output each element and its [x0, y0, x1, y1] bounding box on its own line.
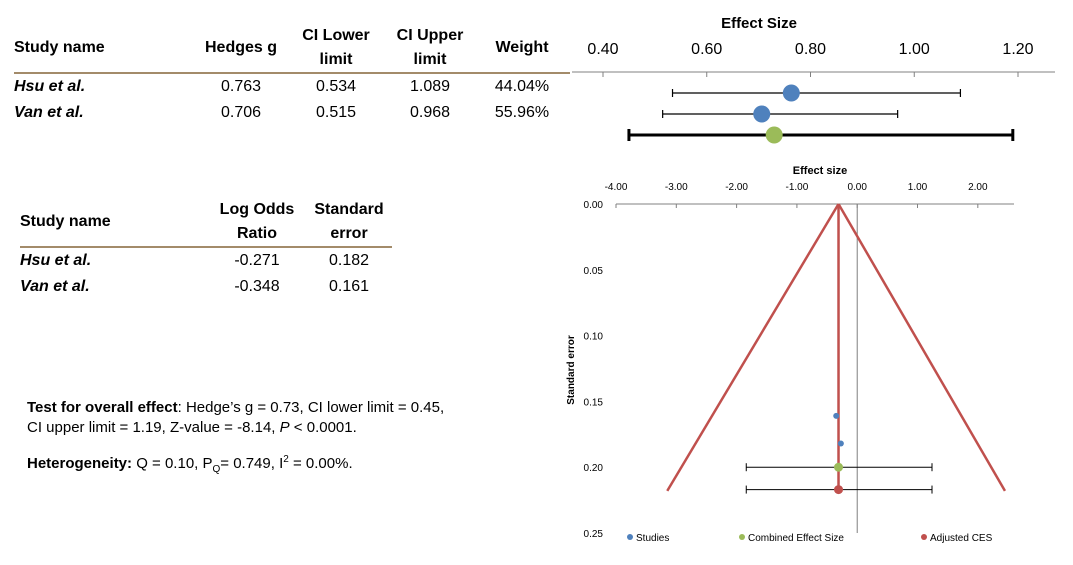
legend-marker: [739, 534, 745, 540]
funnel-y-tick-label: 0.00: [584, 200, 604, 211]
forest-tick-label: 0.40: [587, 41, 618, 58]
funnel-x-tick-label: 1.00: [908, 182, 928, 193]
hedges-value: 0.763: [220, 78, 262, 95]
combined-effect-point: [834, 462, 844, 472]
col-weight: Weight: [495, 39, 549, 56]
ci-lower-value: 0.534: [315, 78, 357, 95]
hedges-table: Study name Hedges g CI Lower limit CI Up…: [14, 24, 570, 126]
legend-marker: [627, 534, 633, 540]
col-ci-lower: CI Lower limit: [302, 27, 370, 68]
funnel-y-axis-label: Standard error: [566, 335, 577, 405]
col-log-odds: Log Odds Ratio: [219, 201, 295, 242]
hedges-value: 0.706: [220, 104, 262, 121]
table-row: Van et al. 0.706 0.515 0.968 55.96%: [14, 100, 570, 126]
col-ci-upper: CI Upper limit: [396, 27, 464, 68]
forest-point: [782, 84, 800, 102]
funnel-x-tick-label: 0.00: [847, 182, 867, 193]
forest-point: [765, 126, 783, 144]
heterogeneity-text: Heterogeneity: Q = 0.10, PQ= 0.749, I2 =…: [27, 454, 353, 475]
funnel-right-line: [837, 203, 1007, 492]
funnel-x-tick-label: -3.00: [665, 182, 688, 193]
log-odds-value: -0.271: [234, 252, 280, 269]
funnel-y-tick-label: 0.05: [584, 266, 604, 277]
standard-error-value: 0.161: [328, 278, 370, 295]
study-name: Van et al.: [14, 104, 84, 121]
study-point: [833, 412, 840, 419]
legend-marker: [921, 534, 927, 540]
table-row: Hsu et al. 0.763 0.534 1.089 44.04%: [14, 73, 570, 100]
forest-tick-label: 0.80: [795, 41, 826, 58]
study-point: [837, 440, 844, 447]
col-study: Study name: [20, 213, 111, 230]
legend-label: Adjusted CES: [930, 533, 993, 544]
legend-label: Studies: [636, 533, 669, 544]
funnel-x-tick-label: 2.00: [968, 182, 988, 193]
forest-tick-label: 0.60: [691, 41, 722, 58]
funnel-y-tick-label: 0.25: [584, 529, 604, 540]
ci-upper-value: 1.089: [409, 78, 451, 95]
table-header-row: Study name Hedges g CI Lower limit CI Up…: [14, 24, 570, 73]
funnel-left-line: [666, 203, 840, 492]
col-standard-error: Standard error: [314, 201, 384, 242]
study-name: Hsu et al.: [20, 252, 92, 269]
forest-point: [753, 105, 771, 123]
log-odds-value: -0.348: [234, 278, 280, 295]
forest-tick-label: 1.00: [899, 41, 930, 58]
funnel-y-tick-label: 0.15: [584, 397, 604, 408]
ci-lower-value: 0.515: [315, 104, 357, 121]
standard-error-value: 0.182: [328, 252, 370, 269]
study-name: Hsu et al.: [14, 78, 86, 95]
forest-title: Effect Size: [721, 15, 797, 32]
table-header-row: Study name Log Odds Ratio Standard error: [20, 198, 392, 247]
table-row: Van et al. -0.348 0.161: [20, 274, 392, 300]
col-hedges: Hedges g: [204, 39, 277, 56]
table-row: Hsu et al. -0.271 0.182: [20, 247, 392, 274]
weight-value: 44.04%: [494, 78, 550, 95]
funnel-x-tick-label: -1.00: [786, 182, 809, 193]
legend-label: Combined Effect Size: [748, 533, 844, 544]
funnel-x-tick-label: -4.00: [605, 182, 628, 193]
statistics-notes: Test for overall effect: Hedge’s g = 0.7…: [27, 398, 547, 492]
log-odds-table: Study name Log Odds Ratio Standard error…: [20, 198, 392, 300]
funnel-y-tick-label: 0.10: [584, 332, 604, 343]
weight-value: 55.96%: [494, 104, 550, 121]
heterogeneity-label: Heterogeneity:: [27, 455, 133, 472]
adjusted-ces-point: [834, 485, 844, 495]
funnel-x-tick-label: -2.00: [725, 182, 748, 193]
col-study: Study name: [14, 39, 105, 56]
overall-effect-label: Test for overall effect: [27, 399, 178, 416]
forest-plot: Effect Size 0.40 0.60 0.80 1.00 1.20: [572, 15, 1055, 144]
funnel-y-tick-label: 0.20: [584, 463, 604, 474]
funnel-title: Effect size: [793, 165, 847, 177]
forest-tick-label: 1.20: [1002, 41, 1033, 58]
funnel-plot: Effect size Standard error -4.00 -3.00 -2.…: [566, 165, 1014, 544]
study-name: Van et al.: [20, 278, 90, 295]
ci-upper-value: 0.968: [409, 104, 451, 121]
overall-effect-text: Test for overall effect: Hedge’s g = 0.7…: [27, 399, 445, 436]
